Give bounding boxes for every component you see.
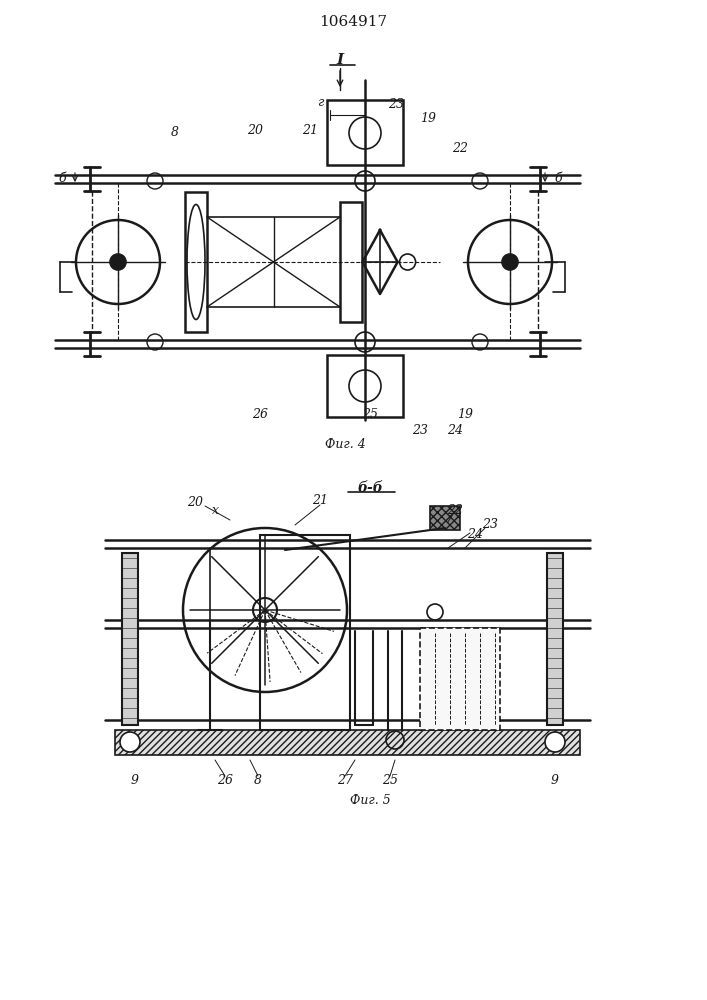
Circle shape [502,254,518,270]
Text: 19: 19 [420,111,436,124]
Text: 21: 21 [302,123,318,136]
Text: 23: 23 [482,518,498,532]
Text: 26: 26 [252,408,268,422]
Text: 22: 22 [452,141,468,154]
Bar [260,535,350,730]
Bar [340,202,362,322]
Text: 8: 8 [171,125,179,138]
Text: 20: 20 [187,495,203,508]
Text: Фиг. 5: Фиг. 5 [350,794,390,806]
Text: 20: 20 [247,123,263,136]
Text: 23: 23 [388,99,404,111]
Bar [327,100,403,165]
Bar [115,730,580,755]
Text: х: х [211,504,218,516]
Text: б: б [554,172,562,184]
Text: б: б [58,172,66,184]
Text: I: I [337,53,344,67]
Bar [122,553,138,725]
Text: б-б: б-б [357,481,383,495]
Text: 21: 21 [312,493,328,506]
Text: 8: 8 [254,774,262,786]
Circle shape [110,254,126,270]
Text: 25: 25 [362,408,378,422]
Bar [185,192,207,332]
Text: 1064917: 1064917 [319,15,387,29]
Text: 25: 25 [382,774,398,786]
Text: 9: 9 [131,774,139,786]
Bar [430,506,460,530]
Text: 9: 9 [551,774,559,786]
Text: 23: 23 [412,424,428,436]
Text: 22: 22 [447,504,463,516]
Text: 27: 27 [337,774,353,786]
Bar [420,628,500,730]
Circle shape [120,732,140,752]
Text: 24: 24 [467,528,483,542]
Bar [547,553,563,725]
Bar [327,355,403,417]
Circle shape [545,732,565,752]
Text: г: г [317,96,323,108]
Text: 24: 24 [447,424,463,436]
Text: 19: 19 [457,408,473,422]
Text: 26: 26 [217,774,233,786]
Text: Фиг. 4: Фиг. 4 [325,438,366,452]
